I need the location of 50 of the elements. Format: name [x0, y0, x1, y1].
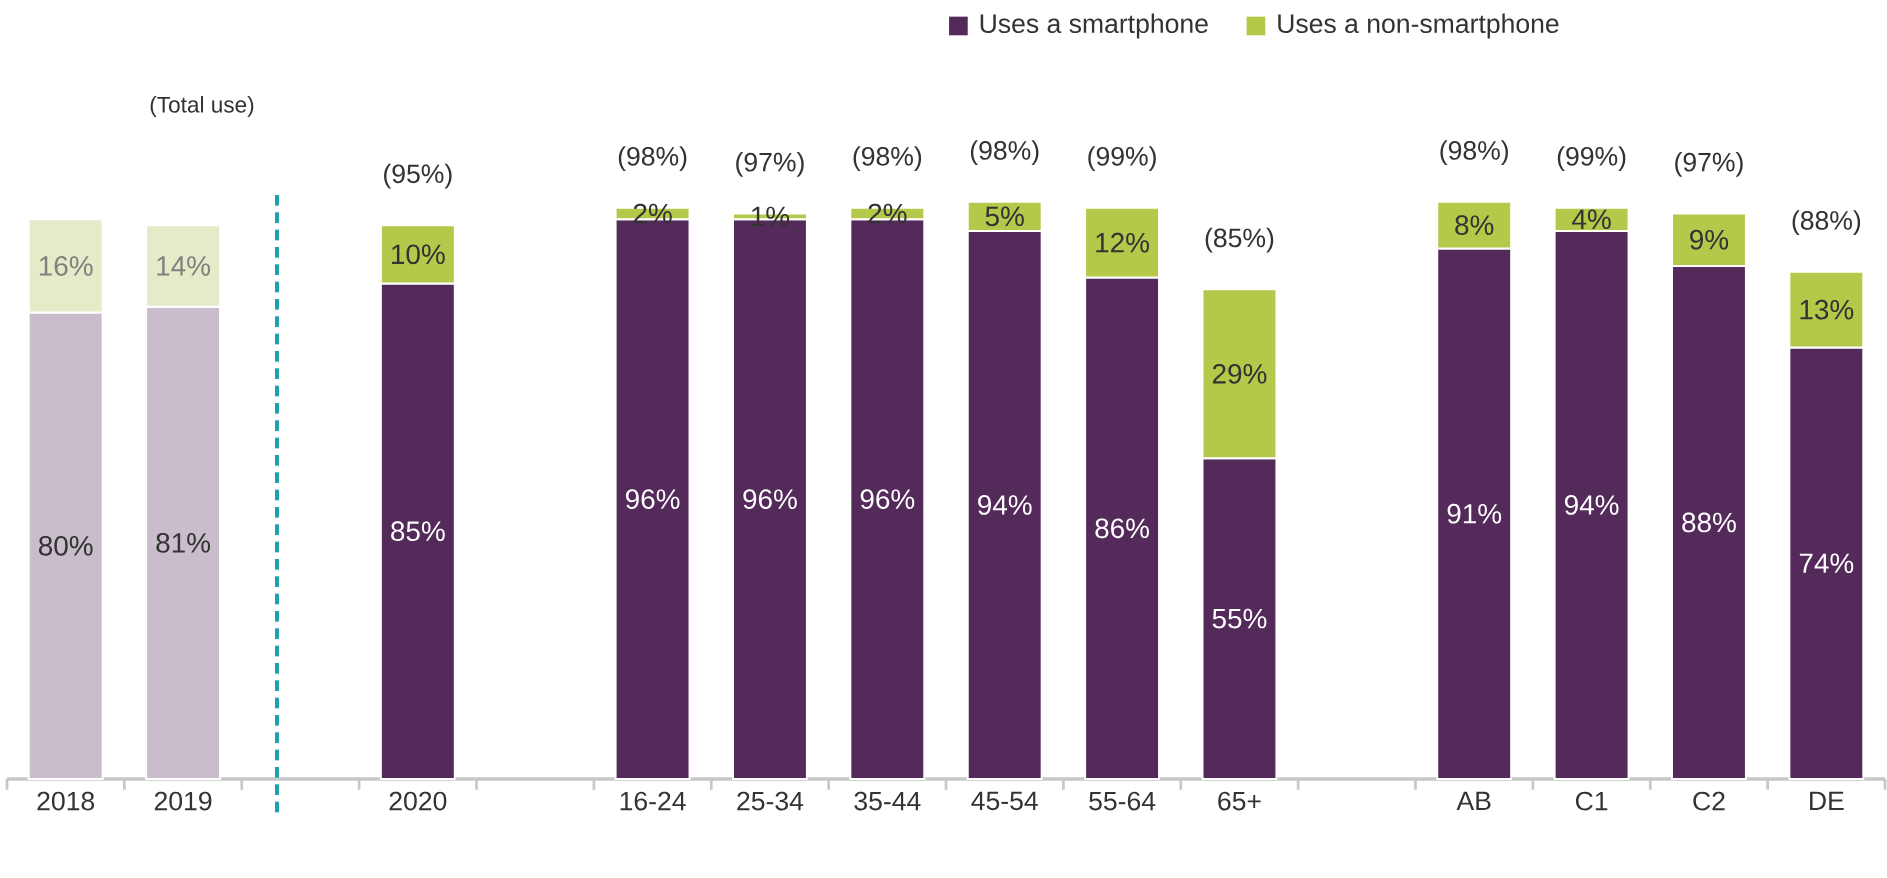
- data-label: 81%: [156, 532, 210, 553]
- data-label: 14%: [157, 256, 210, 276]
- total-label: (98%): [1440, 140, 1508, 166]
- total-label: (97%): [1675, 152, 1743, 177]
- x-tick-label: AB: [1456, 791, 1491, 810]
- data-label: 55%: [1212, 608, 1267, 629]
- total-label: (97%): [736, 152, 804, 177]
- x-tick-label: 25-34: [737, 791, 804, 811]
- total-label: (98%): [970, 140, 1039, 166]
- x-tick-label: 2020: [389, 791, 447, 811]
- data-label: 80%: [39, 535, 93, 556]
- legend-label: Uses a smartphone: [980, 13, 1208, 39]
- data-label: 12%: [1096, 232, 1149, 253]
- total-label: (98%): [618, 146, 687, 171]
- data-label: 94%: [1564, 495, 1619, 515]
- x-tick-label: C2: [1693, 791, 1725, 811]
- total-label: (99%): [1557, 146, 1626, 171]
- data-label: 8%: [1455, 215, 1494, 235]
- total-label: (98%): [853, 146, 922, 171]
- data-label: 16%: [39, 256, 93, 276]
- x-tick-label: 65+: [1218, 791, 1261, 811]
- data-label: 86%: [1095, 518, 1149, 539]
- x-tick-label: 16-24: [620, 791, 686, 811]
- x-tick-label: 55-64: [1089, 791, 1156, 811]
- data-label: 74%: [1799, 553, 1854, 574]
- data-label: 13%: [1800, 299, 1854, 320]
- total-label: (99%): [1088, 146, 1156, 171]
- x-tick-label: C1: [1575, 791, 1608, 811]
- x-tick-label: DE: [1810, 791, 1844, 810]
- x-tick-label: 45-54: [971, 791, 1038, 811]
- data-label: 85%: [391, 521, 445, 542]
- data-label: 96%: [625, 489, 680, 510]
- data-label: 5%: [985, 206, 1024, 227]
- total-label: (88%): [1792, 210, 1861, 236]
- data-label: 94%: [978, 495, 1032, 515]
- data-label: 96%: [860, 489, 915, 510]
- total-label: (85%): [1205, 227, 1274, 253]
- data-label: 10%: [392, 244, 445, 265]
- data-label: 9%: [1690, 229, 1729, 250]
- x-tick-label: 35-44: [854, 791, 921, 811]
- data-label: 96%: [743, 489, 797, 510]
- legend-label: Uses a non-smartphone: [1278, 13, 1559, 39]
- data-label: 88%: [1682, 512, 1736, 533]
- data-label: 4%: [1572, 209, 1611, 230]
- x-tick-label: 2018: [37, 791, 95, 811]
- total-label: (95%): [384, 163, 452, 189]
- x-tick-label: 2019: [154, 791, 212, 811]
- data-label: 91%: [1447, 503, 1502, 524]
- text: (Total use): [150, 96, 254, 118]
- data-label: 29%: [1212, 363, 1267, 384]
